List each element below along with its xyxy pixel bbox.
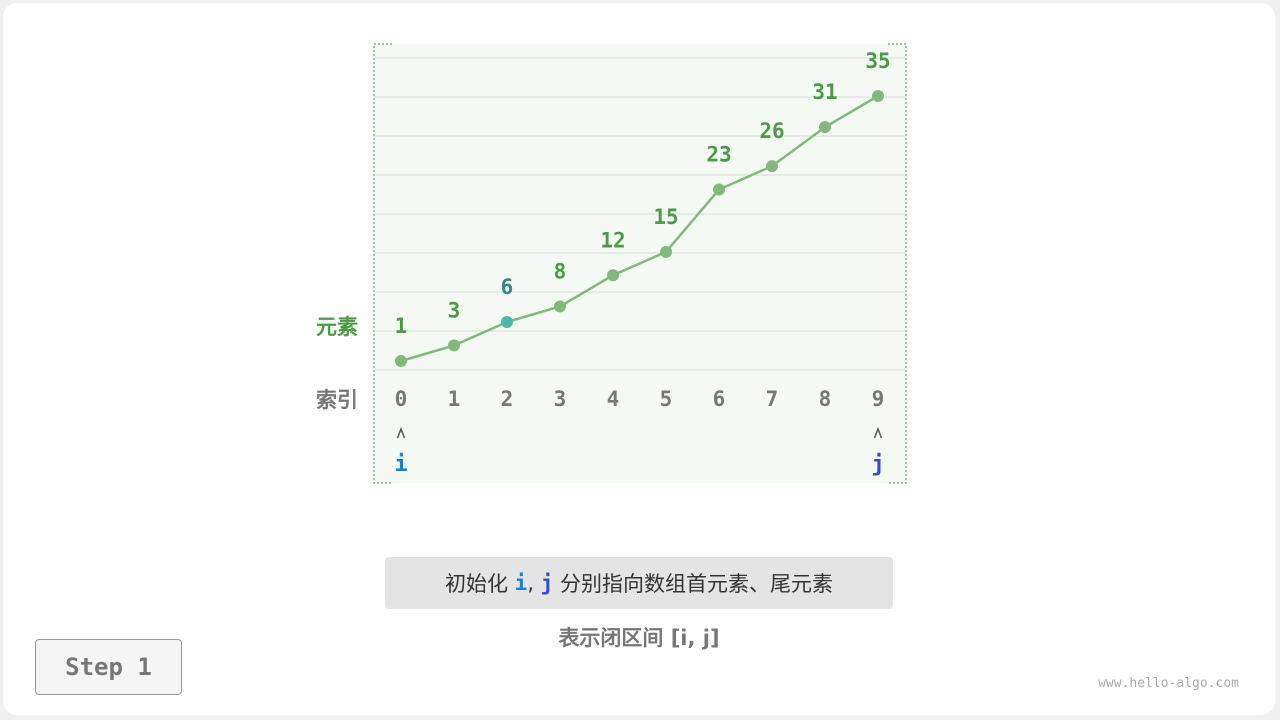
plot-frame	[373, 43, 907, 484]
data-point	[554, 300, 566, 313]
interval-note: 表示闭区间 [i, j]	[558, 626, 720, 650]
data-point	[607, 269, 619, 282]
watermark: www.hello-algo.com	[1098, 676, 1239, 691]
step-caption: 初始化 i, j 分别指向数组首元素、尾元素	[385, 557, 893, 609]
element-value: 15	[653, 205, 678, 229]
element-value: 1	[395, 314, 408, 338]
element-value: 31	[812, 80, 837, 104]
element-value: 6	[501, 275, 514, 299]
element-value: 35	[865, 49, 890, 73]
data-point	[819, 121, 831, 134]
index-label: 2	[501, 387, 514, 411]
pointer-j: j	[871, 452, 884, 477]
data-point	[395, 355, 407, 367]
data-point	[872, 90, 884, 102]
step-button[interactable]: Step 1	[35, 639, 182, 695]
index-label: 7	[766, 387, 779, 411]
elements-row-label: 元素	[316, 315, 358, 339]
element-value: 3	[448, 298, 461, 322]
data-point	[713, 183, 725, 196]
index-label: 6	[713, 387, 726, 411]
data-point	[766, 160, 778, 173]
index-label: 8	[819, 387, 832, 411]
caption-suffix: 分别指向数组首元素、尾元素	[553, 572, 834, 596]
index-label: 9	[872, 387, 885, 411]
data-point	[501, 316, 513, 329]
caption-pointer-j: j	[540, 571, 554, 595]
caption-pointer-i: i	[514, 571, 528, 595]
data-point	[660, 245, 672, 258]
element-value: 26	[759, 119, 784, 143]
pointer-i: i	[394, 452, 407, 477]
index-label: 5	[660, 387, 673, 411]
index-label: 1	[448, 387, 461, 411]
index-label: 3	[554, 387, 567, 411]
caption-prefix: 初始化	[444, 572, 515, 596]
index-label: 4	[607, 387, 620, 411]
indices-row-label: 索引	[316, 388, 358, 412]
element-value: 12	[600, 228, 625, 252]
pointer-arrow-icon	[873, 426, 883, 439]
index-label: 0	[395, 387, 408, 411]
data-point	[448, 339, 460, 352]
caption-separator: ,	[527, 571, 541, 595]
element-value: 23	[706, 143, 731, 167]
pointer-arrow-icon	[396, 426, 406, 439]
value-line	[400, 94, 879, 363]
element-value: 8	[554, 259, 567, 283]
